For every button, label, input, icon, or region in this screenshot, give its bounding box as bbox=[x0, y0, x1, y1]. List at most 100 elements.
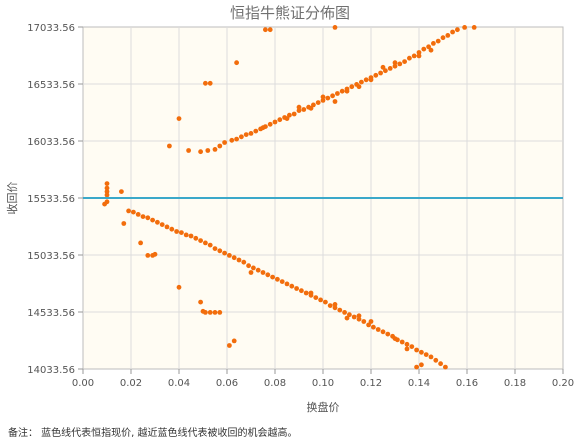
data-point bbox=[402, 59, 407, 64]
data-point bbox=[363, 77, 369, 83]
data-point bbox=[361, 319, 367, 324]
data-point bbox=[308, 105, 314, 111]
x-tick-label: 0.12 bbox=[360, 378, 382, 389]
data-point bbox=[150, 217, 156, 223]
data-point bbox=[419, 349, 424, 355]
x-tick-label: 0.10 bbox=[312, 378, 334, 389]
data-point bbox=[411, 53, 417, 59]
data-point bbox=[320, 94, 326, 100]
data-point bbox=[332, 305, 338, 311]
data-point bbox=[392, 336, 398, 341]
data-point bbox=[471, 25, 477, 30]
data-point bbox=[315, 100, 321, 105]
x-axis-label: 换盘价 bbox=[307, 400, 340, 414]
data-point bbox=[445, 33, 451, 38]
data-point bbox=[431, 41, 436, 46]
chart-title: 恒指牛熊证分佈图 bbox=[230, 4, 350, 22]
data-point bbox=[318, 297, 323, 303]
data-point bbox=[416, 50, 422, 55]
data-point bbox=[207, 310, 213, 315]
x-tick-label: 0.06 bbox=[216, 378, 238, 389]
data-point bbox=[198, 149, 204, 155]
data-point bbox=[339, 88, 345, 94]
data-point bbox=[138, 240, 144, 246]
data-point bbox=[135, 212, 141, 217]
data-point bbox=[414, 347, 419, 353]
data-point bbox=[356, 316, 362, 322]
data-point bbox=[229, 137, 235, 143]
data-point bbox=[277, 117, 283, 123]
data-point bbox=[212, 246, 218, 252]
data-point bbox=[140, 214, 146, 220]
data-point bbox=[145, 215, 151, 221]
data-point bbox=[392, 60, 398, 66]
data-point bbox=[351, 314, 357, 320]
data-point bbox=[248, 270, 254, 275]
data-point bbox=[368, 77, 374, 83]
data-point bbox=[409, 344, 415, 349]
data-point bbox=[251, 265, 256, 271]
data-point bbox=[344, 88, 350, 94]
data-point bbox=[104, 181, 110, 187]
data-point bbox=[121, 221, 127, 226]
data-point bbox=[104, 189, 110, 195]
data-point bbox=[443, 364, 448, 370]
data-point bbox=[392, 63, 398, 69]
data-point bbox=[267, 121, 273, 127]
data-point bbox=[275, 276, 280, 282]
data-point bbox=[416, 53, 422, 59]
data-point bbox=[174, 229, 180, 234]
data-point bbox=[176, 116, 182, 121]
data-point bbox=[327, 303, 333, 308]
data-point bbox=[284, 281, 290, 287]
data-point bbox=[260, 270, 266, 275]
scatter-chart: 恒指牛熊证分佈图 0.00 0.02 0.04 0.06 0.08 0.10 0.12 0.1… bbox=[5, 4, 574, 414]
data-point bbox=[164, 224, 170, 230]
data-point bbox=[438, 361, 443, 367]
data-point bbox=[186, 148, 192, 153]
data-point bbox=[419, 362, 424, 368]
data-point bbox=[102, 201, 107, 207]
data-point bbox=[296, 108, 302, 113]
data-point bbox=[296, 104, 302, 110]
data-point bbox=[212, 147, 218, 152]
y-tick-label: 16033.56 bbox=[27, 137, 75, 148]
y-tick-label: 14533.56 bbox=[27, 308, 75, 319]
data-point bbox=[179, 230, 184, 236]
data-point bbox=[373, 72, 379, 78]
data-point bbox=[217, 143, 223, 149]
data-point bbox=[375, 327, 381, 332]
data-point bbox=[169, 226, 175, 232]
data-point bbox=[104, 185, 110, 191]
x-tick-label: 0.02 bbox=[120, 378, 142, 389]
data-point bbox=[193, 235, 199, 241]
data-point bbox=[212, 310, 218, 315]
data-point bbox=[155, 219, 160, 225]
data-point bbox=[371, 324, 376, 330]
data-point bbox=[239, 134, 244, 140]
data-point bbox=[347, 312, 352, 318]
data-point bbox=[203, 240, 208, 246]
grid-lines bbox=[83, 27, 563, 369]
data-point bbox=[387, 66, 393, 71]
data-point bbox=[414, 364, 419, 370]
data-point bbox=[301, 107, 307, 112]
data-point bbox=[119, 189, 124, 195]
data-point bbox=[385, 331, 391, 337]
data-point bbox=[222, 250, 228, 256]
data-point bbox=[217, 310, 223, 315]
data-point bbox=[253, 128, 259, 134]
data-point bbox=[284, 116, 290, 121]
data-point bbox=[279, 279, 285, 284]
data-point bbox=[404, 341, 410, 347]
data-point bbox=[349, 84, 355, 90]
data-point bbox=[433, 357, 439, 363]
data-point bbox=[183, 232, 189, 238]
data-point bbox=[243, 132, 249, 138]
data-point bbox=[426, 44, 431, 50]
x-tick-label: 0.08 bbox=[264, 378, 286, 389]
data-point bbox=[325, 95, 331, 101]
data-point bbox=[145, 253, 151, 258]
data-point bbox=[234, 60, 240, 66]
data-point bbox=[203, 80, 208, 86]
